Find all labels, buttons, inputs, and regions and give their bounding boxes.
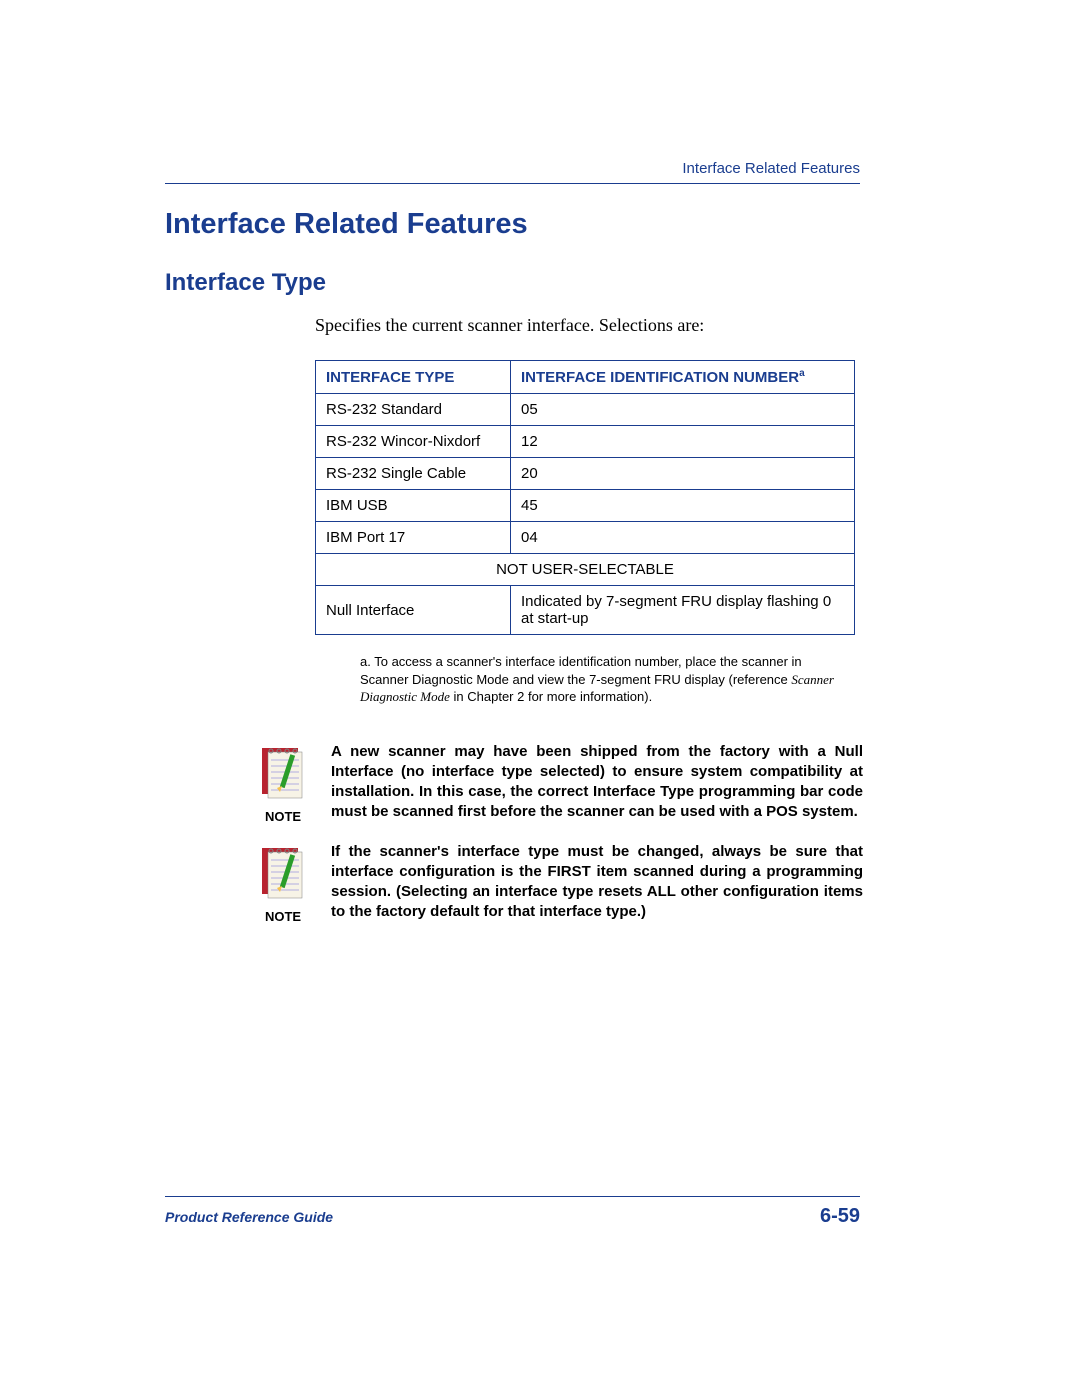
table-cell-id: 04 xyxy=(511,522,855,554)
running-head: Interface Related Features xyxy=(165,160,860,184)
table-header-col1: INTERFACE TYPE xyxy=(316,361,511,394)
table-row: RS-232 Standard 05 xyxy=(316,394,855,426)
footer-title: Product Reference Guide xyxy=(165,1209,333,1225)
page-footer: Product Reference Guide 6-59 xyxy=(165,1196,860,1228)
table-cell-type: RS-232 Standard xyxy=(316,394,511,426)
table-header-col2-text: INTERFACE IDENTIFICATION NUMBER xyxy=(521,369,799,386)
table-cell-id: Indicated by 7-segment FRU display flash… xyxy=(511,586,855,635)
table-header-row: INTERFACE TYPE INTERFACE IDENTIFICATION … xyxy=(316,361,855,394)
table-cell-id: 20 xyxy=(511,458,855,490)
heading-1: Interface Related Features xyxy=(165,208,860,241)
note-text: If the scanner's interface type must be … xyxy=(331,842,863,923)
table-cell-type: IBM Port 17 xyxy=(316,522,511,554)
page-content: Interface Related Features Interface Rel… xyxy=(165,160,860,942)
heading-2: Interface Type xyxy=(165,269,860,297)
table-row: RS-232 Wincor-Nixdorf 12 xyxy=(316,426,855,458)
intro-text: Specifies the current scanner interface.… xyxy=(315,315,860,336)
footnote-post: in Chapter 2 for more information). xyxy=(450,689,652,704)
footnote-marker: a. xyxy=(360,654,371,669)
table-header-col2: INTERFACE IDENTIFICATION NUMBERa xyxy=(511,361,855,394)
note-icon-wrap: NOTE xyxy=(253,742,313,824)
table-cell-type: Null Interface xyxy=(316,586,511,635)
table-cell-id: 45 xyxy=(511,490,855,522)
table-cell-type: RS-232 Wincor-Nixdorf xyxy=(316,426,511,458)
table-cell-type: IBM USB xyxy=(316,490,511,522)
note-row: NOTE A new scanner may have been shipped… xyxy=(253,742,863,824)
table-span-cell: NOT USER-SELECTABLE xyxy=(316,554,855,586)
note-label: NOTE xyxy=(253,909,313,924)
table-row: IBM Port 17 04 xyxy=(316,522,855,554)
table-cell-id: 12 xyxy=(511,426,855,458)
note-text: A new scanner may have been shipped from… xyxy=(331,742,863,823)
page-number: 6-59 xyxy=(820,1205,860,1228)
footnote-pre: To access a scanner's interface identifi… xyxy=(360,654,802,687)
interface-table: INTERFACE TYPE INTERFACE IDENTIFICATION … xyxy=(315,360,855,635)
table-row: Null Interface Indicated by 7-segment FR… xyxy=(316,586,855,635)
note-row: NOTE If the scanner's interface type mus… xyxy=(253,842,863,924)
table-row: IBM USB 45 xyxy=(316,490,855,522)
notepad-icon xyxy=(258,842,308,900)
notes-section: NOTE A new scanner may have been shipped… xyxy=(253,742,863,924)
note-label: NOTE xyxy=(253,809,313,824)
notepad-icon xyxy=(258,742,308,800)
table-cell-type: RS-232 Single Cable xyxy=(316,458,511,490)
table-span-row: NOT USER-SELECTABLE xyxy=(316,554,855,586)
footnote: a. To access a scanner's interface ident… xyxy=(360,653,850,706)
note-icon-wrap: NOTE xyxy=(253,842,313,924)
table-header-sup: a xyxy=(799,368,805,379)
table-row: RS-232 Single Cable 20 xyxy=(316,458,855,490)
table-cell-id: 05 xyxy=(511,394,855,426)
